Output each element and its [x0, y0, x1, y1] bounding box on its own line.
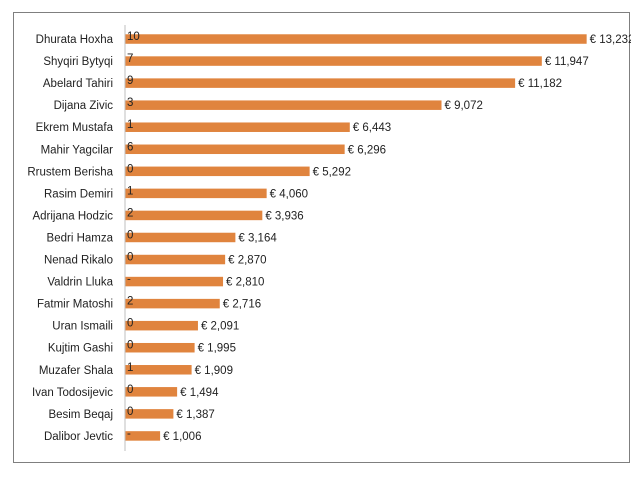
count-label-10: 0	[127, 252, 133, 264]
count-label-13: 0	[127, 318, 133, 330]
value-label-6: € 5,292	[313, 166, 351, 178]
count-label-9: 0	[127, 229, 133, 241]
bar-6	[125, 166, 310, 177]
category-label-6: Rrustem Berisha	[27, 166, 113, 178]
category-label-3: Dijana Zivic	[54, 100, 114, 112]
category-label-11: Valdrin Lluka	[47, 277, 113, 289]
category-label-8: Adrijana Hodzic	[32, 210, 113, 222]
count-label-4: 1	[127, 119, 133, 131]
count-label-8: 2	[127, 207, 133, 219]
value-label-10: € 2,870	[228, 255, 266, 267]
bar-17	[125, 409, 174, 419]
value-label-9: € 3,164	[238, 232, 277, 244]
bar-12	[125, 298, 220, 309]
bar-5	[125, 144, 345, 155]
value-label-15: € 1,909	[195, 365, 233, 377]
category-label-18: Dalibor Jevtic	[44, 431, 113, 443]
count-label-15: 1	[127, 362, 133, 374]
value-label-14: € 1,995	[198, 343, 236, 355]
bar-7	[125, 188, 267, 199]
category-label-15: Muzafer Shala	[39, 365, 114, 377]
count-label-11: -	[127, 274, 131, 286]
value-label-4: € 6,443	[353, 122, 391, 134]
count-label-17: 0	[127, 406, 133, 418]
category-label-2: Abelard Tahiri	[43, 78, 113, 90]
count-label-16: 0	[127, 384, 133, 396]
value-label-12: € 2,716	[223, 299, 261, 311]
value-label-1: € 11,947	[545, 56, 589, 68]
category-label-10: Nenad Rikalo	[44, 255, 113, 267]
bar-4	[125, 122, 350, 132]
category-label-7: Rasim Demiri	[44, 188, 113, 200]
value-label-18: € 1,006	[163, 431, 201, 443]
value-label-3: € 9,072	[445, 100, 483, 112]
bar-0	[125, 34, 587, 44]
bar-14	[125, 342, 195, 353]
count-label-2: 9	[127, 75, 133, 87]
count-label-0: 10	[127, 31, 140, 43]
chart-frame: Dhurata Hoxha 10 € 13,232 Shyqiri Bytyqi 7 € …	[13, 12, 631, 463]
bar-8	[125, 210, 263, 221]
bar-11	[125, 276, 224, 287]
value-label-13: € 2,091	[201, 321, 239, 333]
count-label-3: 3	[127, 97, 133, 109]
category-label-17: Besim Beqaj	[48, 409, 113, 421]
value-label-17: € 1,387	[176, 409, 214, 421]
bars-layer	[125, 34, 587, 441]
count-label-12: 2	[127, 296, 133, 308]
category-label-13: Uran Ismaili	[52, 321, 113, 333]
bar-1	[125, 56, 542, 66]
category-label-16: Ivan Todosijevic	[32, 387, 113, 399]
count-label-6: 0	[127, 163, 133, 175]
category-label-4: Ekrem Mustafa	[36, 122, 114, 134]
value-label-2: € 11,182	[518, 78, 562, 90]
bar-10	[125, 254, 226, 265]
count-label-18: -	[127, 428, 131, 440]
value-label-11: € 2,810	[226, 277, 264, 289]
value-label-0: € 13,232	[590, 34, 631, 46]
bar-18	[125, 431, 161, 441]
value-label-5: € 6,296	[348, 144, 386, 156]
bar-9	[125, 232, 236, 243]
count-label-1: 7	[127, 53, 133, 65]
category-label-1: Shyqiri Bytyqi	[43, 56, 113, 68]
category-label-5: Mahir Yagcilar	[41, 144, 114, 156]
bar-3	[125, 100, 442, 110]
value-label-8: € 3,936	[265, 210, 303, 222]
category-label-14: Kujtim Gashi	[48, 343, 113, 355]
category-label-9: Bedri Hamza	[47, 232, 114, 244]
value-label-7: € 4,060	[270, 188, 308, 200]
category-label-0: Dhurata Hoxha	[36, 34, 114, 46]
bar-16	[125, 387, 178, 397]
category-label-12: Fatmir Matoshi	[37, 299, 113, 311]
count-label-5: 6	[127, 141, 133, 153]
bar-13	[125, 320, 198, 331]
count-label-7: 1	[127, 185, 133, 197]
bar-15	[125, 365, 192, 375]
bar-2	[125, 78, 516, 88]
value-label-16: € 1,494	[180, 387, 219, 399]
count-label-14: 0	[127, 340, 133, 352]
